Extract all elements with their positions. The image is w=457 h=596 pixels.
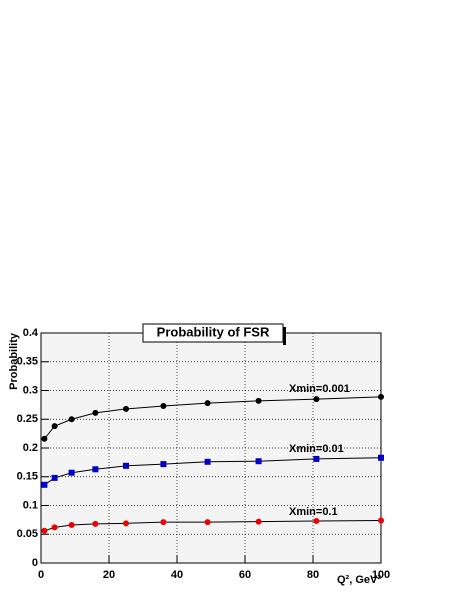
series-line bbox=[44, 457, 382, 486]
y-tick-label: 0.2 bbox=[23, 442, 38, 454]
series-line bbox=[44, 396, 382, 440]
x-tick-label: 40 bbox=[171, 569, 183, 581]
point bbox=[68, 522, 75, 529]
y-tick-label: 0.35 bbox=[17, 356, 38, 368]
point bbox=[41, 527, 48, 534]
point bbox=[378, 393, 384, 400]
point bbox=[123, 405, 129, 412]
point bbox=[255, 458, 262, 465]
point bbox=[313, 518, 320, 525]
point bbox=[123, 462, 129, 469]
series-label: Xmin=0.1 bbox=[289, 506, 338, 518]
series-label: Xmin=0.01 bbox=[289, 443, 344, 455]
point bbox=[378, 517, 384, 524]
point bbox=[92, 409, 99, 416]
point bbox=[68, 469, 75, 476]
y-tick-label: 0.4 bbox=[23, 327, 39, 339]
x-tick-label: 20 bbox=[103, 569, 115, 581]
x-tick-label: 60 bbox=[239, 569, 251, 581]
point bbox=[204, 519, 211, 526]
point bbox=[255, 518, 262, 525]
chart-title: Probability of FSR bbox=[157, 324, 270, 339]
y-tick-label: 0.3 bbox=[23, 384, 38, 396]
point bbox=[204, 458, 211, 465]
y-tick-label: 0.1 bbox=[23, 499, 38, 511]
point bbox=[378, 454, 384, 461]
title-shadow bbox=[283, 327, 286, 345]
x-axis-label: Q², GeV² bbox=[337, 574, 381, 586]
x-tick-label: 100 bbox=[372, 569, 390, 581]
point bbox=[313, 396, 320, 403]
y-axis-label: Probability bbox=[8, 332, 20, 390]
point bbox=[160, 403, 167, 410]
point bbox=[51, 474, 58, 481]
point bbox=[255, 397, 262, 404]
x-tick-label: 0 bbox=[38, 569, 44, 581]
y-tick-label: 0.15 bbox=[17, 471, 38, 483]
y-tick-label: 0.05 bbox=[17, 528, 38, 540]
x-tick-label: 80 bbox=[307, 569, 319, 581]
point bbox=[41, 481, 48, 488]
series-label: Xmin=0.001 bbox=[289, 383, 350, 395]
series-line bbox=[44, 519, 382, 532]
point bbox=[51, 423, 58, 430]
point bbox=[68, 416, 75, 423]
y-tick-label: 0 bbox=[32, 557, 38, 569]
point bbox=[92, 466, 99, 473]
point bbox=[92, 520, 99, 527]
point bbox=[51, 524, 58, 531]
point bbox=[204, 400, 211, 407]
y-tick-label: 0.25 bbox=[17, 413, 38, 425]
point bbox=[160, 519, 167, 526]
point bbox=[41, 435, 48, 442]
point bbox=[313, 455, 320, 462]
point bbox=[160, 461, 167, 468]
point bbox=[123, 520, 129, 527]
